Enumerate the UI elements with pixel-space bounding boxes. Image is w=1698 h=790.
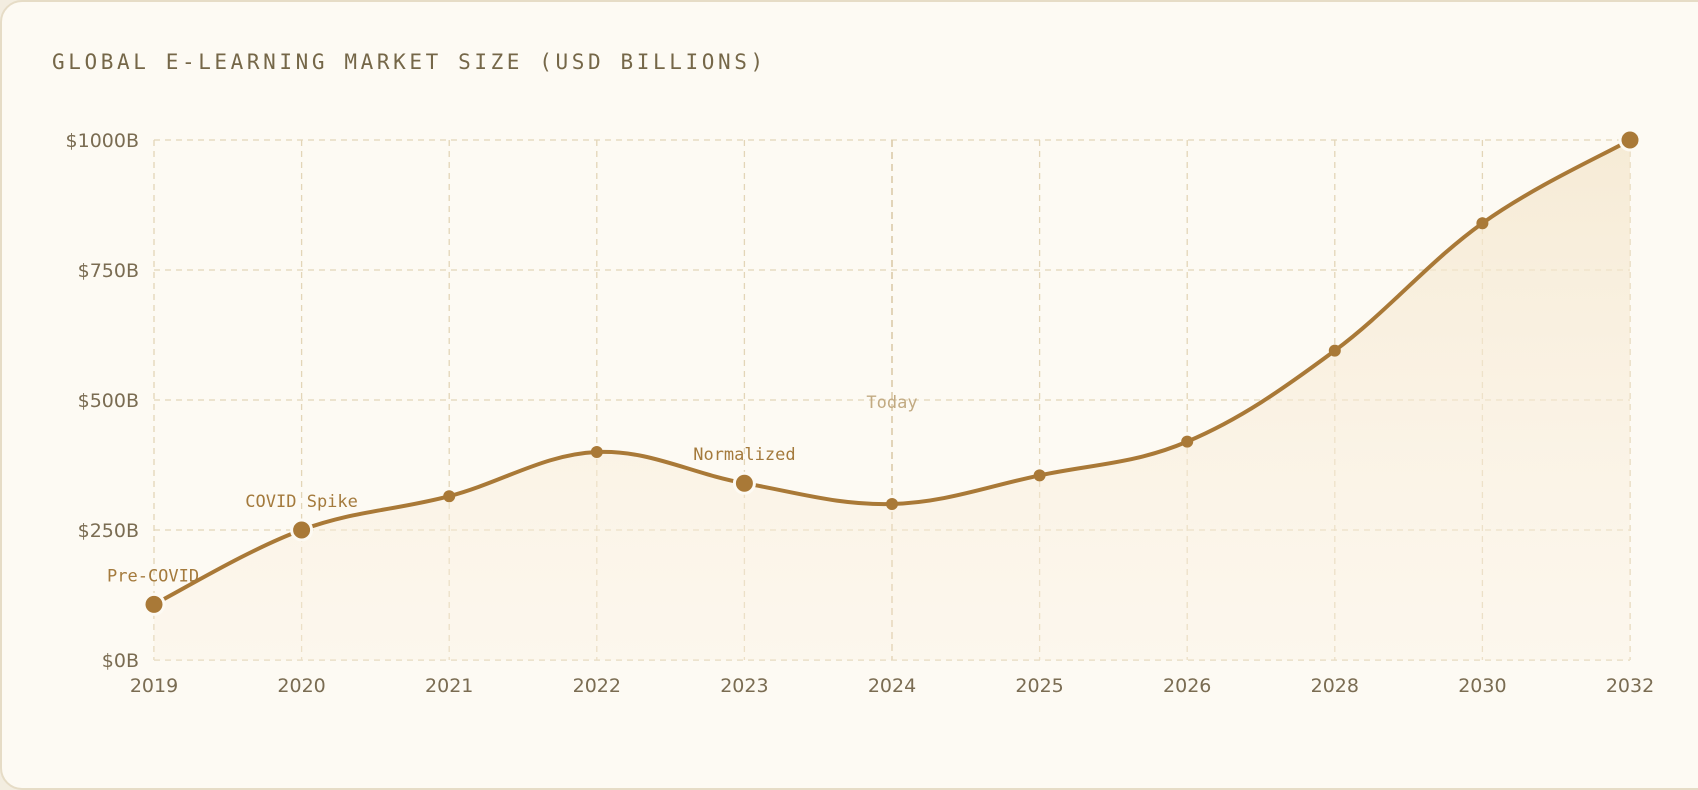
today-label: Today [866, 393, 917, 413]
area-layer [154, 140, 1630, 660]
line-chart: $0B $250B $500B $750B $1000B 2019 2020 2021 2022… [66, 128, 1655, 697]
data-point [732, 471, 756, 495]
x-tick-label: 2023 [720, 675, 768, 697]
x-tick-label: 2025 [1015, 675, 1063, 697]
line-layer [152, 138, 1632, 607]
data-point [590, 446, 603, 458]
x-tick-label: 2022 [573, 675, 621, 697]
data-point [1033, 469, 1046, 482]
x-tick-label: 2019 [130, 675, 178, 697]
data-point [1328, 344, 1341, 357]
data-point [1618, 128, 1642, 152]
data-point [1476, 217, 1489, 230]
y-tick-label: $0B [102, 650, 139, 672]
data-point [886, 498, 898, 510]
x-tick-label: 2028 [1311, 675, 1359, 697]
x-tick-label: 2024 [868, 675, 916, 697]
y-tick-label: $750B [78, 260, 139, 282]
x-tick-label: 2026 [1163, 675, 1211, 697]
series-line [152, 138, 1632, 607]
x-tick-label: 2032 [1606, 675, 1654, 697]
x-tick-label: 2020 [277, 675, 325, 697]
y-tick-label: $250B [78, 520, 139, 542]
label-layer: $0B $250B $500B $750B $1000B 2019 2020 2021 2022… [66, 130, 1655, 697]
y-tick-label: $500B [78, 390, 139, 412]
y-tick-label: $1000B [66, 130, 139, 152]
point-layer [142, 128, 1642, 616]
annotation-label: Normalized [693, 445, 795, 465]
annotation-label: Pre-COVID [107, 566, 199, 586]
data-point [1181, 435, 1194, 448]
annotation-label: COVID Spike [245, 492, 358, 512]
x-tick-label: 2021 [425, 675, 473, 697]
x-tick-label: 2030 [1458, 675, 1506, 697]
data-point [443, 490, 456, 503]
chart-title: GLOBAL E-LEARNING MARKET SIZE (USD BILLI… [52, 50, 767, 74]
data-point [142, 592, 166, 616]
data-point [290, 518, 314, 542]
series-area [154, 140, 1630, 660]
